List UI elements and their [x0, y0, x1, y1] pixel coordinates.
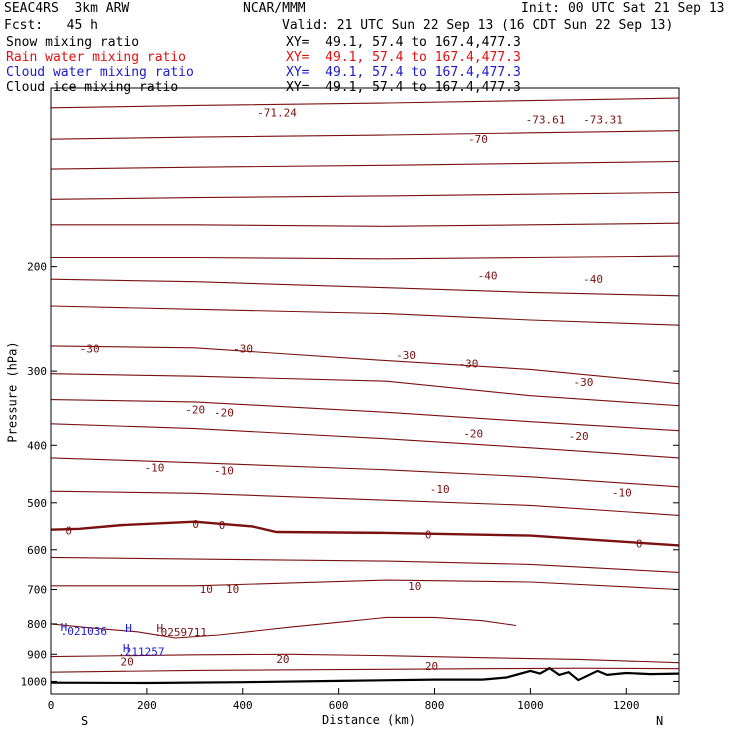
hl-label: H: [156, 622, 163, 635]
hl-label: .211257: [118, 646, 164, 659]
field-xy-cloudwater: XY= 49.1, 57.4 to 167.4,477.3: [286, 65, 521, 80]
contour-label: 10: [226, 583, 239, 596]
contour-labels: -73.61 -73.31-70-40 -40-30 -30 -30-30-30-20-…: [61, 107, 643, 673]
contour-label: 20: [425, 660, 438, 673]
contour-label: -10: [430, 483, 450, 496]
contour-label: -10: [612, 486, 632, 499]
contour-label: -30: [80, 343, 100, 356]
contour-label: -30: [574, 376, 594, 389]
isotherm-m20: [51, 399, 679, 432]
field-name-snow: Snow mixing ratio: [6, 35, 140, 50]
y-tick-label: 400: [27, 439, 47, 452]
contour-label: -20: [463, 427, 483, 440]
isotherm-m65: [51, 130, 679, 140]
hl-label: .0259711: [154, 626, 207, 639]
y-axis-title: Pressure (hPa): [5, 341, 20, 443]
contour-label: -40: [583, 273, 603, 286]
contour-label: -71.24: [257, 107, 297, 120]
isotherm-m40: [51, 278, 679, 297]
x-tick-label: 1000: [517, 699, 544, 712]
contour-label: -30: [233, 343, 253, 356]
contour-label: 0: [65, 525, 72, 538]
contour-label: -20: [569, 430, 589, 443]
contour-label: -73.31: [583, 113, 623, 126]
contour-label: 10: [408, 580, 421, 593]
field-name-cloudwater: Cloud water mixing ratio: [6, 65, 194, 80]
isotherm-m55: [51, 191, 679, 200]
y-tick-label: 900: [27, 648, 47, 661]
y-tick-label: 800: [27, 618, 47, 631]
y-tick-label: 700: [27, 584, 47, 597]
x-tick-label: 400: [233, 699, 253, 712]
x-tick-label: 0: [48, 699, 55, 712]
isotherm-5: [51, 556, 679, 573]
contour-label: 20: [121, 655, 134, 668]
forecast-hour: Fcst: 45 h: [4, 18, 98, 33]
x-tick-label: 1200: [613, 699, 640, 712]
isotherm-m10: [51, 457, 679, 488]
x-tick-label: 200: [137, 699, 157, 712]
isotherm-15: [51, 616, 517, 639]
isotherm-m50: [51, 222, 679, 227]
y-tick-label: 500: [27, 497, 47, 510]
y-tick-label: 1000: [21, 675, 48, 688]
y-tick-label: 600: [27, 544, 47, 557]
hl-label: .021036: [61, 625, 107, 638]
isotherm-0: [51, 520, 679, 547]
contour-label: 0: [636, 538, 643, 551]
contour-label: 10: [200, 583, 213, 596]
terrain-surface: [51, 666, 679, 685]
isotherm-contours: [51, 97, 679, 673]
isotherm-m35: [51, 305, 679, 326]
valid-time: Valid: 21 UTC Sun 22 Sep 13 (16 CDT Sun …: [282, 18, 674, 33]
contour-label: -20: [185, 403, 205, 416]
contour-label: -30: [458, 357, 478, 370]
contour-label: -40: [478, 270, 498, 283]
isotherm-25: [51, 667, 679, 673]
title-left: SEAC4RS 3km ARW: [4, 1, 130, 16]
contour-label: 20: [276, 653, 289, 666]
isotherm-m15: [51, 423, 679, 459]
hl-label: H: [61, 621, 68, 634]
hl-label: H: [125, 622, 132, 635]
contour-label: -10: [214, 464, 234, 477]
contour-label: -73.61: [526, 113, 566, 126]
y-tick-label: 300: [27, 365, 47, 378]
terrain-line: [51, 666, 679, 685]
isotherm-m25: [51, 373, 679, 407]
contour-label: 0: [219, 519, 226, 532]
y-tick-label: 200: [27, 261, 47, 274]
contour-label: 0: [192, 518, 199, 531]
contour-label: -20: [214, 406, 234, 419]
isotherm-m70: [51, 97, 679, 109]
x-tick-label: 800: [425, 699, 445, 712]
contour-label: -70: [468, 133, 488, 146]
isotherm-m60: [51, 160, 679, 170]
contour-label: -10: [144, 461, 164, 474]
field-xy-rain: XY= 49.1, 57.4 to 167.4,477.3: [286, 50, 521, 65]
title-center: NCAR/MMM: [243, 1, 306, 16]
hl-label: H: [123, 642, 130, 655]
plot-frame: [50, 87, 680, 695]
field-xy-snow: XY= 49.1, 57.4 to 167.4,477.3: [286, 35, 521, 50]
isotherm-m5: [51, 490, 679, 516]
north-label: N: [656, 714, 664, 728]
field-name-rain: Rain water mixing ratio: [6, 50, 187, 65]
contour-label: 0: [425, 529, 432, 542]
x-tick-label: 600: [329, 699, 349, 712]
init-time: Init: 00 UTC Sat 21 Sep 13: [521, 1, 725, 16]
south-label: S: [81, 714, 89, 728]
contour-label: -30: [396, 349, 416, 362]
isotherm-20: [51, 653, 679, 664]
x-axis-title: Distance (km): [322, 713, 416, 727]
isotherm-10: [51, 579, 679, 591]
isotherm-m45: [51, 255, 679, 260]
isotherm-m30: [51, 345, 679, 385]
